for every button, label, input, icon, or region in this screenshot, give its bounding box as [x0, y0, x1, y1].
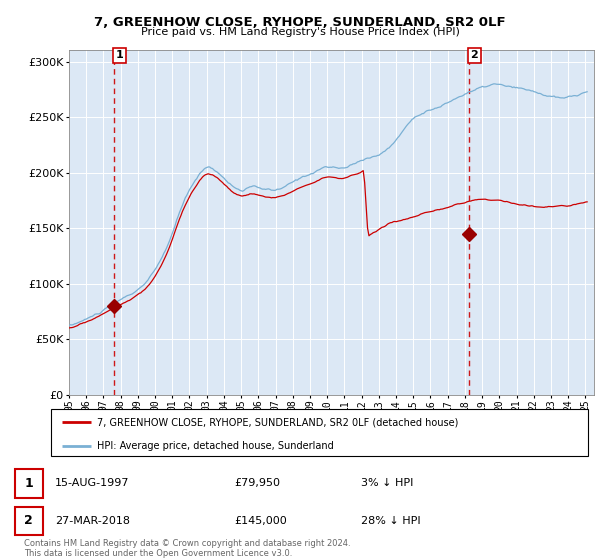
Text: HPI: Average price, detached house, Sunderland: HPI: Average price, detached house, Sund… [97, 441, 334, 451]
Text: Contains HM Land Registry data © Crown copyright and database right 2024.
This d: Contains HM Land Registry data © Crown c… [24, 539, 350, 558]
Text: 3% ↓ HPI: 3% ↓ HPI [361, 478, 413, 488]
Text: 7, GREENHOW CLOSE, RYHOPE, SUNDERLAND, SR2 0LF (detached house): 7, GREENHOW CLOSE, RYHOPE, SUNDERLAND, S… [97, 417, 458, 427]
Text: £79,950: £79,950 [234, 478, 280, 488]
Text: Price paid vs. HM Land Registry's House Price Index (HPI): Price paid vs. HM Land Registry's House … [140, 27, 460, 37]
Text: 15-AUG-1997: 15-AUG-1997 [55, 478, 130, 488]
Text: 7, GREENHOW CLOSE, RYHOPE, SUNDERLAND, SR2 0LF: 7, GREENHOW CLOSE, RYHOPE, SUNDERLAND, S… [94, 16, 506, 29]
Bar [15, 507, 43, 535]
Bar [15, 469, 43, 497]
Text: 1: 1 [116, 50, 124, 60]
Text: 2: 2 [470, 50, 478, 60]
Text: £145,000: £145,000 [234, 516, 287, 526]
Text: 27-MAR-2018: 27-MAR-2018 [55, 516, 130, 526]
Text: 1: 1 [25, 477, 33, 489]
Text: 28% ↓ HPI: 28% ↓ HPI [361, 516, 420, 526]
Text: 2: 2 [25, 515, 33, 528]
